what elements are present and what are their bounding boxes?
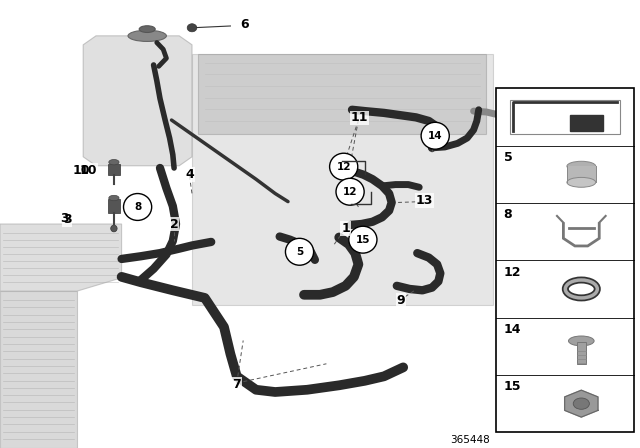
Text: 10: 10 bbox=[72, 164, 90, 177]
Ellipse shape bbox=[124, 194, 152, 220]
Polygon shape bbox=[0, 291, 77, 448]
Ellipse shape bbox=[330, 153, 358, 180]
Ellipse shape bbox=[421, 122, 449, 149]
Text: 3: 3 bbox=[61, 212, 69, 225]
Text: 5: 5 bbox=[296, 247, 303, 257]
Ellipse shape bbox=[567, 161, 596, 171]
Text: 8: 8 bbox=[504, 208, 512, 221]
Bar bbox=[577, 342, 586, 364]
Text: 14: 14 bbox=[504, 323, 521, 336]
Text: 15: 15 bbox=[356, 235, 370, 245]
Text: 5: 5 bbox=[504, 151, 513, 164]
Polygon shape bbox=[0, 224, 122, 291]
Text: 7: 7 bbox=[232, 378, 241, 391]
Ellipse shape bbox=[109, 159, 119, 165]
Polygon shape bbox=[570, 115, 604, 130]
Text: 15: 15 bbox=[504, 380, 521, 393]
Text: 365448: 365448 bbox=[450, 435, 490, 444]
Text: 12: 12 bbox=[337, 162, 351, 172]
Text: 13: 13 bbox=[415, 194, 433, 207]
Ellipse shape bbox=[111, 225, 117, 232]
Text: 3: 3 bbox=[63, 213, 72, 226]
Bar bbox=[108, 164, 120, 175]
Polygon shape bbox=[564, 390, 598, 417]
Ellipse shape bbox=[285, 238, 314, 265]
Ellipse shape bbox=[128, 30, 166, 41]
Text: 9: 9 bbox=[396, 293, 405, 307]
Ellipse shape bbox=[109, 195, 119, 201]
Polygon shape bbox=[83, 36, 192, 166]
Bar bbox=[108, 199, 120, 213]
Bar bbox=[567, 166, 596, 182]
Text: 2: 2 bbox=[170, 217, 179, 231]
Text: 12: 12 bbox=[343, 187, 357, 197]
Circle shape bbox=[573, 398, 589, 409]
Text: 14: 14 bbox=[428, 131, 442, 141]
Ellipse shape bbox=[140, 26, 156, 33]
Bar bbox=[496, 88, 634, 432]
Ellipse shape bbox=[567, 177, 596, 187]
Text: 1: 1 bbox=[341, 222, 350, 235]
Text: 6: 6 bbox=[240, 18, 248, 31]
Ellipse shape bbox=[568, 336, 594, 346]
Text: 8: 8 bbox=[134, 202, 141, 212]
Ellipse shape bbox=[187, 24, 197, 32]
Text: 11: 11 bbox=[351, 111, 369, 125]
Ellipse shape bbox=[336, 178, 364, 205]
Bar bbox=[509, 100, 620, 134]
Text: 10: 10 bbox=[79, 164, 97, 177]
Polygon shape bbox=[198, 54, 486, 134]
Text: 4: 4 bbox=[185, 168, 194, 181]
Text: 12: 12 bbox=[504, 266, 521, 279]
Ellipse shape bbox=[349, 226, 377, 253]
Polygon shape bbox=[192, 54, 493, 305]
